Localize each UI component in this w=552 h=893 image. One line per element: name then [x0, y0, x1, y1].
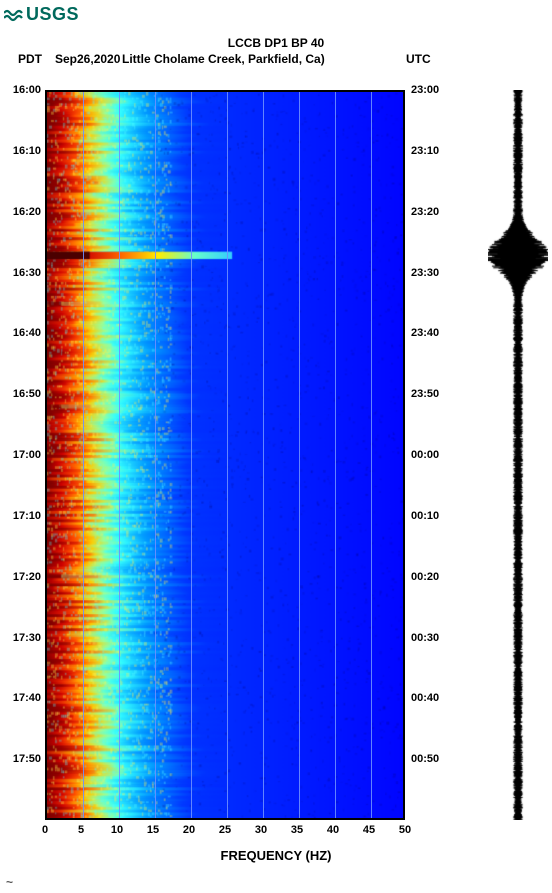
x-tick: 40 [327, 824, 339, 836]
y-right-tick: 00:10 [411, 510, 439, 522]
chart-title: LCCB DP1 BP 40 [0, 36, 552, 50]
y-right-tick: 23:40 [411, 327, 439, 339]
y-left-tick: 17:50 [13, 753, 41, 765]
x-tick: 0 [42, 824, 48, 836]
y-left-tick: 16:20 [13, 206, 41, 218]
y-right-tick: 23:30 [411, 267, 439, 279]
y-left-tick: 17:30 [13, 632, 41, 644]
y-right-tick: 00:40 [411, 692, 439, 704]
x-tick: 20 [183, 824, 195, 836]
tz-left-label: PDT [18, 52, 42, 66]
seismogram-canvas [488, 90, 548, 820]
y-right-tick: 00:50 [411, 753, 439, 765]
y-right-tick: 00:30 [411, 632, 439, 644]
y-right-tick: 23:10 [411, 145, 439, 157]
y-left-tick: 16:40 [13, 327, 41, 339]
x-axis-label: FREQUENCY (HZ) [0, 848, 552, 863]
y-left-tick: 16:30 [13, 267, 41, 279]
x-tick: 25 [219, 824, 231, 836]
y-right-tick: 00:00 [411, 449, 439, 461]
y-right-tick: 00:20 [411, 571, 439, 583]
seismogram-panel [488, 90, 548, 820]
y-right-tick: 23:00 [411, 84, 439, 96]
x-tick: 35 [291, 824, 303, 836]
tz-right-label: UTC [406, 52, 431, 66]
usgs-wave-icon [4, 5, 24, 25]
usgs-logo: USGS [4, 4, 79, 25]
station-label: Little Cholame Creek, Parkfield, Ca) [122, 52, 325, 66]
y-left-tick: 16:10 [13, 145, 41, 157]
y-left-tick: 16:00 [13, 84, 41, 96]
y-left-tick: 17:20 [13, 571, 41, 583]
x-tick: 5 [78, 824, 84, 836]
x-tick: 50 [399, 824, 411, 836]
x-tick: 10 [111, 824, 123, 836]
y-right-tick: 23:20 [411, 206, 439, 218]
y-right-tick: 23:50 [411, 388, 439, 400]
y-left-tick: 17:00 [13, 449, 41, 461]
x-tick: 45 [363, 824, 375, 836]
usgs-logo-text: USGS [26, 4, 79, 25]
y-left-tick: 17:40 [13, 692, 41, 704]
x-tick: 15 [147, 824, 159, 836]
spectrogram-plot [45, 90, 405, 820]
footer-mark: ~ [6, 875, 13, 889]
y-left-tick: 17:10 [13, 510, 41, 522]
x-tick: 30 [255, 824, 267, 836]
y-left-tick: 16:50 [13, 388, 41, 400]
spectrogram-canvas [47, 92, 403, 818]
date-label: Sep26,2020 [55, 52, 120, 66]
